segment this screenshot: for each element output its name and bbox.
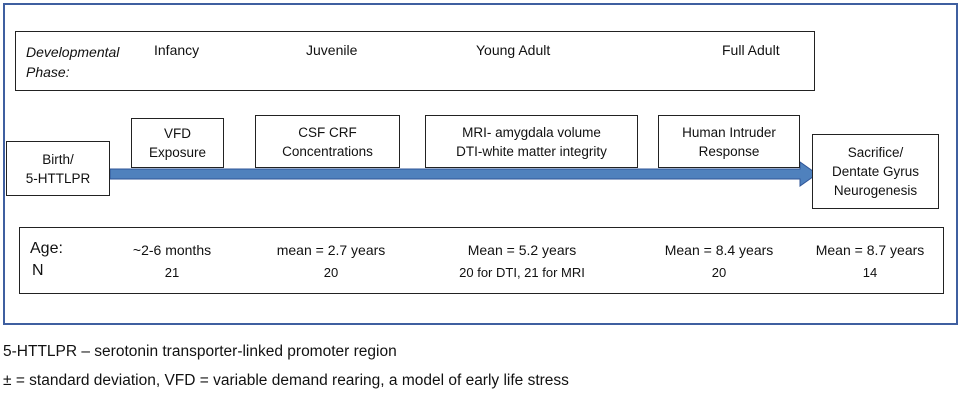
age-value: Mean = 8.7 years: [815, 242, 925, 258]
footnote-5httlpr: 5-HTTLPR – serotonin transporter-linked …: [3, 343, 397, 360]
n-value: 20: [711, 265, 727, 280]
age-value: mean = 2.7 years: [276, 242, 386, 258]
n-value: 20 for DTI, 21 for MRI: [459, 265, 585, 280]
phase-juvenile: Juvenile: [306, 42, 358, 58]
n-value: 21: [164, 265, 180, 280]
event-birth: Birth/ 5-HTTLPR: [6, 141, 110, 196]
n-label: N: [32, 262, 44, 279]
age-value: ~2-6 months: [132, 242, 212, 258]
age-label: Age:: [30, 240, 63, 257]
phase-label: Developmental Phase:: [26, 44, 120, 80]
event-human-intruder: Human Intruder Response: [658, 115, 800, 168]
age-value: Mean = 8.4 years: [664, 242, 774, 258]
age-value: Mean = 5.2 years: [467, 242, 577, 258]
event-sacrifice: Sacrifice/ Dentate Gyrus Neurogenesis: [812, 134, 939, 209]
diagram-frame: [3, 3, 958, 325]
age-n-box: Age: N ~2-6 months mean = 2.7 years Mean…: [19, 227, 944, 294]
phase-infancy: Infancy: [154, 42, 200, 58]
event-mri-dti: MRI- amygdala volume DTI-white matter in…: [425, 115, 638, 168]
developmental-phase-box: Developmental Phase: Infancy Juvenile Yo…: [15, 31, 815, 91]
n-value: 20: [323, 265, 339, 280]
phase-full-adult: Full Adult: [722, 42, 780, 58]
n-value: 14: [862, 265, 878, 280]
event-vfd-exposure: VFD Exposure: [131, 118, 224, 168]
timeline-arrow-shape: [109, 161, 818, 187]
footnote-abbreviations: ± = standard deviation, VFD = variable d…: [3, 372, 569, 389]
event-csf-crf: CSF CRF Concentrations: [255, 115, 400, 168]
phase-young-adult: Young Adult: [476, 42, 551, 58]
